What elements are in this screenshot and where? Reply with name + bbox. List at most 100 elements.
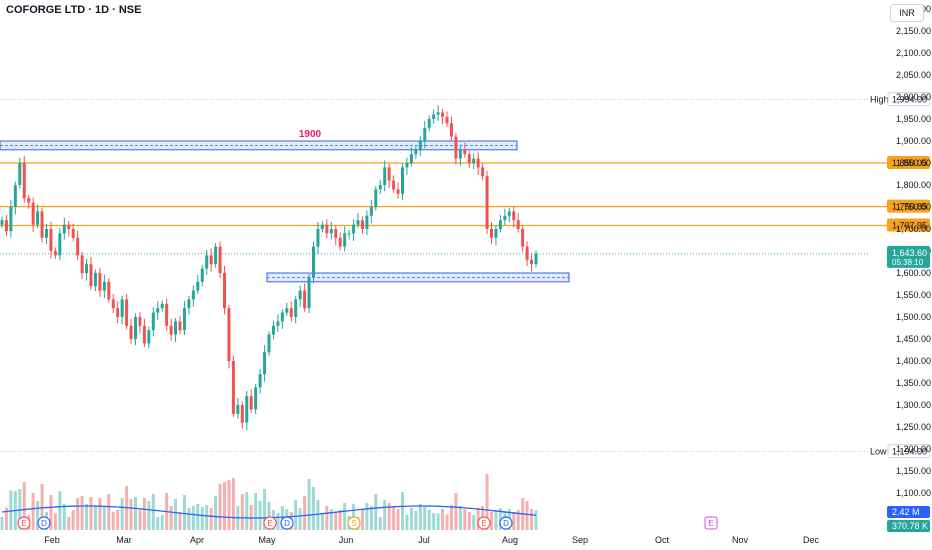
volume-bar bbox=[280, 506, 284, 530]
currency-button[interactable]: INR bbox=[890, 4, 924, 22]
event-marker bbox=[704, 516, 718, 530]
event-marker-label: S bbox=[351, 519, 356, 528]
volume-bar bbox=[405, 515, 409, 530]
volume-bar bbox=[374, 494, 378, 530]
candle-body bbox=[383, 167, 387, 185]
candle-body bbox=[142, 325, 146, 344]
volume-ma-tag bbox=[887, 520, 930, 532]
price-tick-label: 2,050.00 bbox=[896, 70, 931, 80]
candle-body bbox=[27, 198, 31, 203]
volume-bar bbox=[85, 504, 89, 530]
candle-body bbox=[156, 308, 160, 313]
candle-body bbox=[303, 290, 307, 309]
event-marker bbox=[37, 516, 51, 530]
volume-bar bbox=[338, 510, 342, 530]
volume-bar bbox=[174, 499, 178, 530]
price-tick-label: 1,100.00 bbox=[896, 488, 931, 498]
candle-body bbox=[267, 334, 271, 353]
candle-body bbox=[227, 308, 231, 361]
volume-bar bbox=[254, 493, 258, 530]
volume-bar bbox=[76, 498, 80, 530]
candle-body bbox=[147, 330, 151, 344]
candlesticks bbox=[0, 105, 538, 431]
price-tick-label: 1,550.00 bbox=[896, 290, 931, 300]
candle-body bbox=[396, 189, 400, 194]
candle-body bbox=[191, 290, 195, 300]
volume-bar bbox=[325, 506, 329, 530]
candle-body bbox=[418, 141, 422, 150]
candle-body bbox=[503, 215, 507, 221]
volume-bar bbox=[445, 514, 449, 530]
candle-body bbox=[71, 229, 75, 238]
candle-body bbox=[169, 325, 173, 335]
candle-body bbox=[485, 176, 489, 229]
candle-body bbox=[409, 154, 413, 163]
candle-body bbox=[45, 229, 48, 238]
candle-body bbox=[432, 114, 436, 119]
volume-bar bbox=[196, 504, 200, 530]
volume-bar bbox=[214, 496, 218, 530]
candle-body bbox=[196, 281, 200, 291]
candle-body bbox=[276, 321, 280, 326]
candle-body bbox=[490, 229, 493, 238]
price-tick-label: 2,150.00 bbox=[896, 26, 931, 36]
candle-body bbox=[245, 396, 249, 423]
price-tick-label: 1,200.00 bbox=[896, 444, 931, 454]
candle-body bbox=[329, 229, 333, 234]
candle-body bbox=[223, 273, 226, 309]
event-marker bbox=[17, 516, 31, 530]
event-marker bbox=[477, 516, 491, 530]
candle-body bbox=[356, 220, 360, 225]
price-tick-label: 1,500.00 bbox=[896, 312, 931, 322]
candle-body bbox=[427, 119, 431, 128]
volume-bar bbox=[102, 506, 106, 530]
volume-bar bbox=[316, 500, 320, 530]
volume-bar bbox=[530, 509, 534, 530]
candle-body bbox=[174, 321, 178, 335]
candle-body bbox=[165, 303, 169, 326]
candle-body bbox=[240, 405, 244, 423]
candle-body bbox=[129, 325, 133, 339]
time-tick-label: Apr bbox=[190, 535, 204, 545]
candle-body bbox=[463, 149, 467, 155]
volume-bar bbox=[111, 512, 115, 530]
time-tick-label: Sep bbox=[572, 535, 588, 545]
candle-body bbox=[334, 229, 338, 238]
candle-body bbox=[40, 211, 44, 238]
volume-bar bbox=[53, 513, 57, 530]
volume-bar bbox=[472, 515, 476, 530]
price-tick-label: 1,250.00 bbox=[896, 422, 931, 432]
volume-bar bbox=[71, 510, 75, 530]
time-axis[interactable]: Feb Mar Apr May Jun Jul Aug Sep Oct Nov Dec bbox=[44, 535, 819, 545]
time-tick-label: Dec bbox=[803, 535, 820, 545]
volume-bar bbox=[22, 482, 26, 530]
candle-body bbox=[236, 405, 240, 414]
candle-body bbox=[481, 167, 485, 177]
volume-bar bbox=[116, 510, 120, 530]
candle-body bbox=[378, 185, 382, 190]
volume-bars bbox=[0, 474, 538, 530]
volume-bar bbox=[414, 511, 418, 530]
candle-body bbox=[76, 237, 80, 256]
volume-bar bbox=[418, 504, 422, 530]
time-tick-label: Feb bbox=[44, 535, 60, 545]
candle-body bbox=[530, 259, 534, 265]
candle-body bbox=[93, 273, 97, 287]
candle-body bbox=[67, 224, 71, 229]
level-tag bbox=[887, 199, 930, 213]
candle-body bbox=[374, 189, 378, 207]
volume-bar bbox=[200, 507, 204, 530]
candle-body bbox=[18, 163, 22, 185]
candle-body bbox=[151, 312, 155, 331]
candle-body bbox=[525, 246, 529, 260]
volume-bar bbox=[365, 503, 369, 530]
last-price-tag bbox=[887, 245, 930, 268]
volume-bar bbox=[31, 493, 35, 530]
candle-body bbox=[507, 211, 511, 216]
volume-bar bbox=[432, 513, 436, 530]
time-tick-label: Jun bbox=[339, 535, 354, 545]
candle-body bbox=[316, 229, 320, 247]
price-tick-label: 1,450.00 bbox=[896, 334, 931, 344]
